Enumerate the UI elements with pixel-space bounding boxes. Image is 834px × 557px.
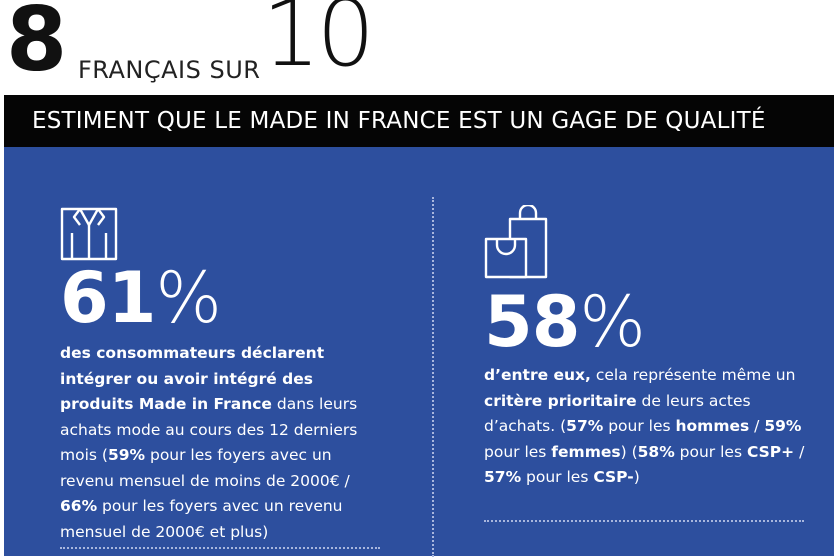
headline-number: 8	[6, 0, 67, 91]
headline-banner: ESTIMENT QUE LE MADE IN FRANCE EST UN GA…	[4, 95, 834, 147]
column-divider	[432, 197, 434, 557]
stat-description: des consommateurs déclarent intégrer ou …	[60, 344, 358, 541]
stat-unit: %	[155, 257, 222, 339]
stat-description: d’entre eux, cela représente même un cri…	[484, 366, 805, 486]
headline-denominator: 10	[262, 0, 375, 87]
stat-unit: %	[579, 281, 646, 363]
shopping-bags-icon	[484, 205, 548, 279]
stats-panel: 61% des consommateurs déclarent intégrer…	[4, 147, 834, 557]
separator-left	[60, 547, 380, 549]
headline-text: FRANÇAIS SUR	[78, 56, 261, 84]
stat-card-left: 61% des consommateurs déclarent intégrer…	[60, 203, 380, 545]
stat-number: 58	[484, 281, 580, 363]
stat-card-right: 58% d’entre eux, cela représente même un…	[484, 205, 814, 491]
stat-value: 58%	[484, 287, 814, 357]
stat-value: 61%	[60, 263, 380, 333]
stat-number: 61	[60, 257, 156, 339]
separator-right	[484, 520, 804, 522]
shirt-icon	[60, 207, 118, 261]
